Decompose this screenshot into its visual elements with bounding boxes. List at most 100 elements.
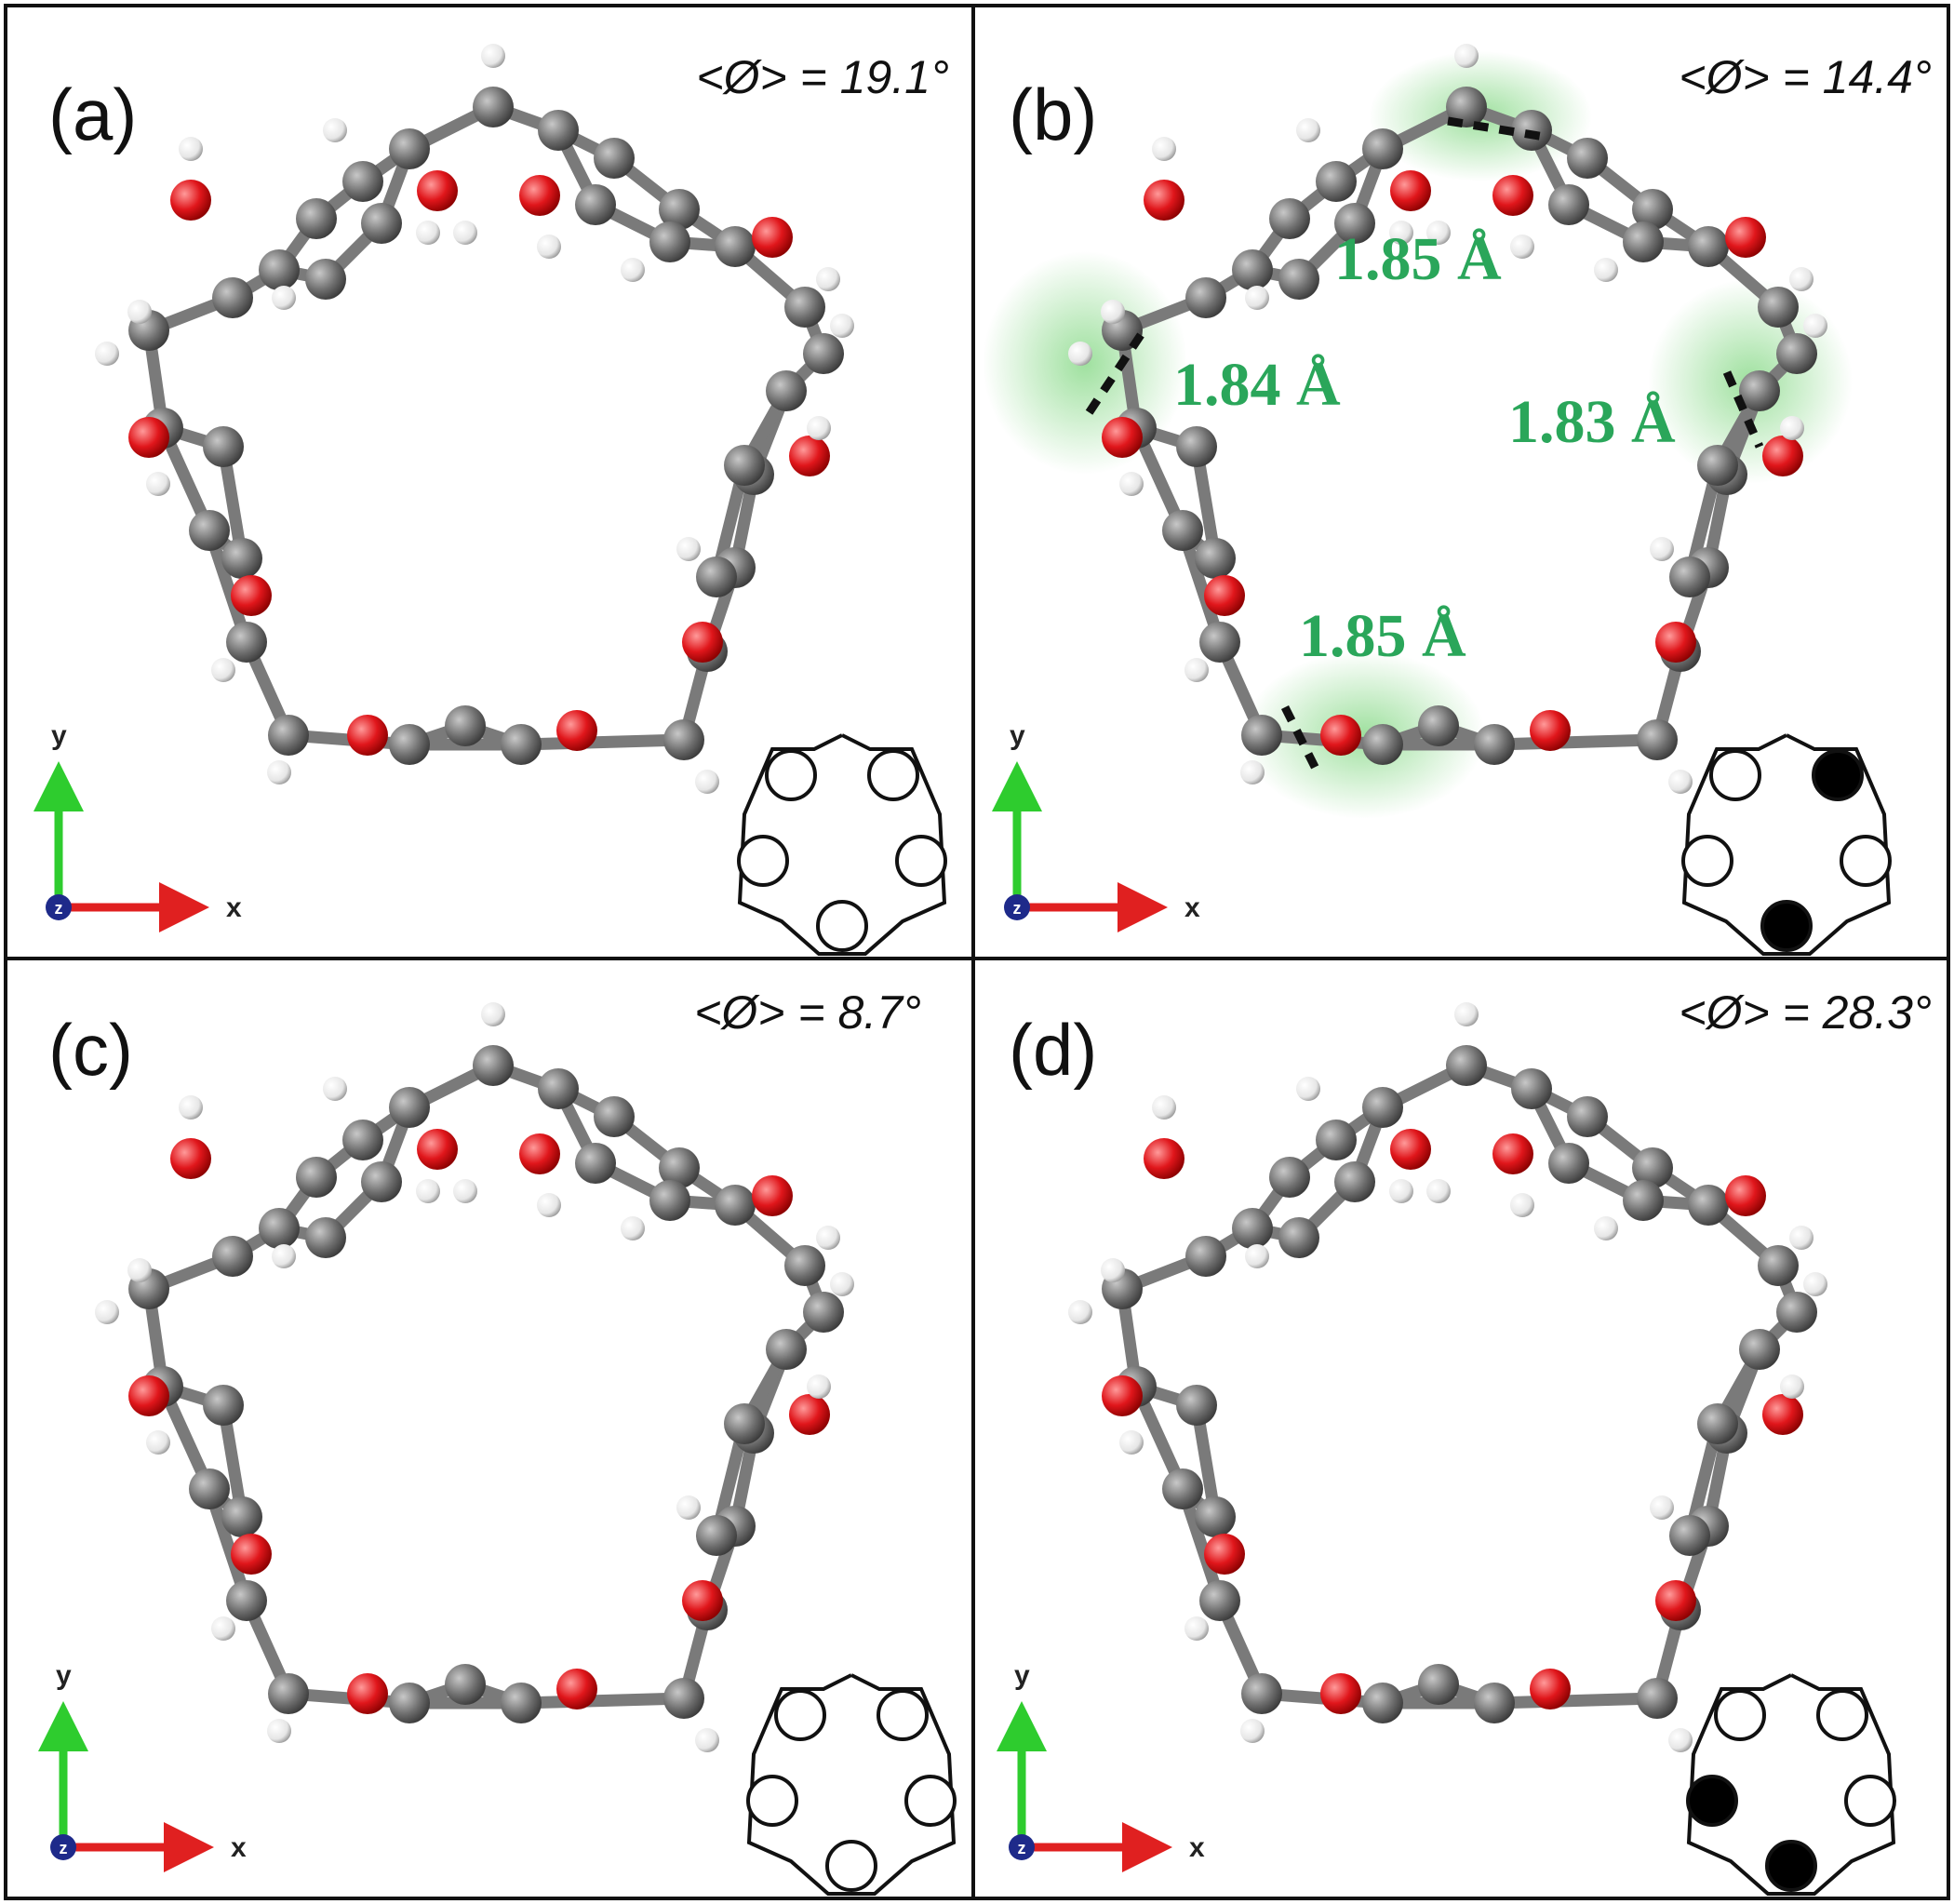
carbon-atom xyxy=(389,128,430,169)
carbon-atom xyxy=(1623,221,1664,262)
substituent-circle xyxy=(1844,1775,1896,1827)
oxygen-atom xyxy=(1390,1129,1431,1170)
oxygen-atom xyxy=(1762,1394,1803,1435)
carbon-atom xyxy=(1511,1068,1552,1109)
hydrogen-atom xyxy=(272,286,296,310)
hydrogen-atom xyxy=(807,416,831,440)
angle-readout-c: <Ø> = 8.7° xyxy=(694,986,921,1039)
hydrogen-atom xyxy=(1454,1002,1479,1026)
carbon-atom xyxy=(389,1683,430,1723)
carbon-atom xyxy=(1195,1496,1236,1537)
carbon-atom xyxy=(342,161,383,202)
oxygen-atom xyxy=(1204,1534,1245,1575)
carbon-atom xyxy=(1362,1087,1403,1128)
oxygen-atom xyxy=(128,417,169,458)
substituent-circle xyxy=(816,900,868,952)
carbon-atom xyxy=(1474,724,1515,765)
carbon-atom xyxy=(445,705,486,746)
panel-frames xyxy=(4,4,1950,1900)
oxygen-atom xyxy=(1320,1673,1361,1714)
hbond-label-top: 1.85 Å xyxy=(1334,225,1502,293)
carbon-atom xyxy=(724,1403,765,1444)
oxygen-atom xyxy=(789,1394,830,1435)
hydrogen-atom xyxy=(481,1002,505,1026)
hydrogen-atom xyxy=(1594,258,1618,282)
hydrogen-atom xyxy=(1650,1495,1674,1520)
molecule-a xyxy=(95,44,854,794)
substituent-circle xyxy=(904,1775,957,1827)
carbon-atom xyxy=(663,719,704,760)
oxygen-atom xyxy=(1320,715,1361,756)
hydrogen-atom xyxy=(1245,286,1269,310)
carbon-atom xyxy=(189,1468,230,1509)
hydrogen-atom xyxy=(1650,537,1674,561)
hydrogen-atom xyxy=(1152,137,1176,161)
oxygen-atom xyxy=(1762,436,1803,476)
hydrogen-atom xyxy=(1780,1374,1804,1399)
hydrogen-atom xyxy=(1068,342,1092,366)
carbon-atom xyxy=(1739,1329,1780,1370)
carbon-atom xyxy=(1688,226,1729,267)
hydrogen-atom xyxy=(127,300,152,324)
oxygen-atom xyxy=(1492,1133,1533,1174)
hydrogen-atom xyxy=(830,1272,854,1296)
panel-c: (c) <Ø> = 8.7° xyxy=(48,986,921,1752)
panel-label-d: (d) xyxy=(1009,1009,1097,1091)
z-axis-dot xyxy=(50,1834,76,1860)
angle-readout-a: <Ø> = 19.1° xyxy=(696,51,949,103)
hydrogen-atom xyxy=(1803,1272,1827,1296)
oxygen-atom xyxy=(231,1534,272,1575)
carbon-atom xyxy=(784,1245,825,1286)
carbon-atom xyxy=(575,184,616,225)
carbon-atom xyxy=(189,510,230,551)
y-axis-label: y xyxy=(1014,1660,1030,1691)
oxygen-atom xyxy=(752,1175,793,1216)
carbon-atom xyxy=(715,1185,756,1226)
carbon-atom xyxy=(1474,1683,1515,1723)
hydrogen-atom xyxy=(95,342,119,366)
hydrogen-atom xyxy=(211,658,235,682)
hydrogen-atom xyxy=(211,1616,235,1641)
oxygen-atom xyxy=(347,715,388,756)
hydrogen-atom xyxy=(537,1193,561,1217)
carbon-atom xyxy=(1697,445,1738,486)
hydrogen-atom xyxy=(537,235,561,259)
carbon-atom xyxy=(1316,1120,1357,1160)
substituent-circle xyxy=(1681,835,1733,887)
carbon-atom xyxy=(1232,1208,1273,1249)
substituent-circle xyxy=(877,1689,929,1741)
carbon-atom xyxy=(212,277,253,318)
hydrogen-atom xyxy=(621,1216,645,1240)
carbon-atom xyxy=(649,221,690,262)
hydrogen-atom xyxy=(695,770,719,794)
ring-outline xyxy=(737,733,947,956)
hydrogen-atom xyxy=(1789,267,1813,291)
hydrogen-atom xyxy=(1510,235,1534,259)
carbon-atom xyxy=(1199,1580,1240,1621)
oxygen-atom xyxy=(682,1580,723,1621)
carbon-atom xyxy=(1446,1045,1487,1086)
carbon-atom xyxy=(1567,138,1608,179)
x-axis-label: x xyxy=(226,892,242,923)
hydrogen-atom xyxy=(179,137,203,161)
substituent-circle xyxy=(825,1840,877,1892)
carbon-atom xyxy=(803,333,844,374)
substituent-circle xyxy=(1760,900,1813,952)
carbon-atom xyxy=(1567,1096,1608,1137)
carbon-atom xyxy=(361,203,402,244)
oxygen-atom xyxy=(1655,1580,1696,1621)
oxygen-atom xyxy=(1725,1175,1766,1216)
carbon-atom xyxy=(649,1180,690,1221)
hydrogen-atom xyxy=(1389,221,1413,245)
carbon-atom xyxy=(659,1147,700,1188)
hydrogen-atom xyxy=(1594,1216,1618,1240)
oxygen-atom xyxy=(682,622,723,663)
carbon-atom xyxy=(696,1515,737,1556)
oxygen-atom xyxy=(556,710,597,751)
carbon-atom xyxy=(803,1292,844,1333)
carbon-atom xyxy=(1511,110,1552,151)
angle-readout-b: <Ø> = 14.4° xyxy=(1679,51,1932,103)
hydrogen-atom xyxy=(267,760,291,784)
carbon-atom xyxy=(1548,1143,1589,1184)
carbon-atom xyxy=(445,1664,486,1705)
